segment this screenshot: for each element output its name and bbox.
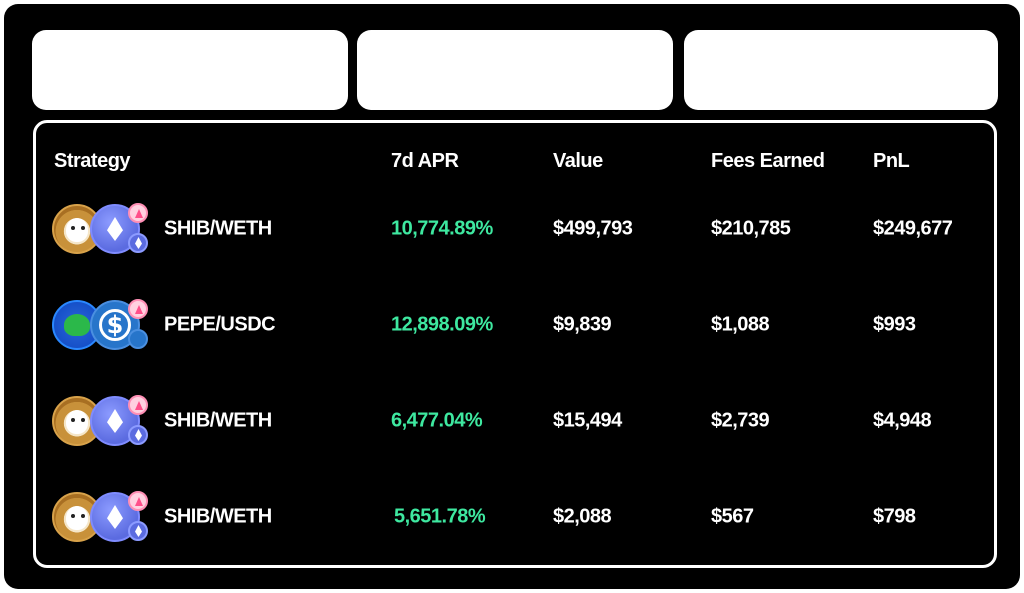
- fees-cell: $1,088: [711, 313, 770, 336]
- dex-badge-icon: [128, 299, 148, 319]
- pair-name: PEPE/USDC: [164, 313, 276, 336]
- dex-badge-icon: [128, 395, 148, 415]
- apr-value: 10,774.89%: [391, 217, 493, 240]
- pnl-cell: $798: [873, 505, 916, 528]
- table-row[interactable]: SHIB/WETH 5,651.78% $2,088 $567 $798: [36, 487, 994, 547]
- value-cell: $9,839: [553, 313, 612, 336]
- pair-name: SHIB/WETH: [164, 409, 272, 432]
- pair-name: SHIB/WETH: [164, 217, 272, 240]
- token-pair-icons: [52, 489, 152, 545]
- value-cell: $499,793: [553, 217, 633, 240]
- pnl-cell: $993: [873, 313, 916, 336]
- header-fees-earned[interactable]: Fees Earned: [711, 150, 825, 172]
- header-pnl[interactable]: PnL: [873, 150, 910, 172]
- fees-cell: $2,739: [711, 409, 770, 432]
- token-pair-icons: [52, 393, 152, 449]
- usdc-icon: [128, 329, 148, 349]
- pnl-cell: $4,948: [873, 409, 932, 432]
- value-cell: $15,494: [553, 409, 622, 432]
- header-strategy[interactable]: Strategy: [54, 150, 131, 172]
- apr-value: 12,898.09%: [391, 313, 493, 336]
- value-cell: $2,088: [553, 505, 612, 528]
- pnl-cell: $249,677: [873, 217, 953, 240]
- eth-icon: [128, 425, 148, 445]
- token-pair-icons: [52, 201, 152, 257]
- table-row[interactable]: $ PEPE/USDC 12,898.09% $9,839 $1,088 $99…: [36, 295, 994, 355]
- stat-card-1: [32, 30, 348, 110]
- pair-name: SHIB/WETH: [164, 505, 272, 528]
- apr-value: 6,477.04%: [391, 409, 483, 432]
- table-row[interactable]: SHIB/WETH 6,477.04% $15,494 $2,739 $4,94…: [36, 391, 994, 451]
- apr-value: 5,651.78%: [394, 505, 486, 528]
- eth-icon: [128, 521, 148, 541]
- pepe-icon: [52, 300, 102, 350]
- stat-card-3: [684, 30, 998, 110]
- eth-icon: [128, 233, 148, 253]
- header-value[interactable]: Value: [553, 150, 603, 172]
- token-pair-icons: $: [52, 297, 152, 353]
- dex-badge-icon: [128, 491, 148, 511]
- table-row[interactable]: SHIB/WETH 10,774.89% $499,793 $210,785 $…: [36, 199, 994, 259]
- stat-card-2: [357, 30, 673, 110]
- strategies-table: Strategy 7d APR Value Fees Earned PnL SH…: [33, 120, 997, 568]
- header-apr[interactable]: 7d APR: [391, 150, 459, 172]
- app-frame: Strategy 7d APR Value Fees Earned PnL SH…: [4, 4, 1020, 589]
- dex-badge-icon: [128, 203, 148, 223]
- fees-cell: $567: [711, 505, 754, 528]
- fees-cell: $210,785: [711, 217, 791, 240]
